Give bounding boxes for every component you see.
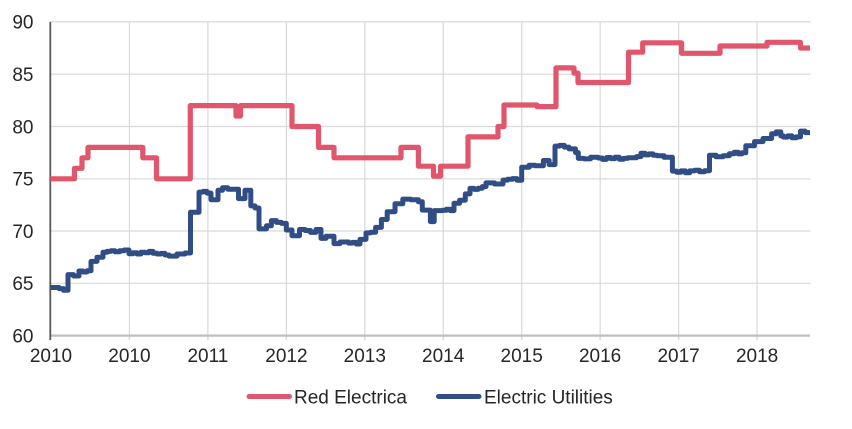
svg-text:2010: 2010 bbox=[108, 346, 150, 367]
svg-text:80: 80 bbox=[12, 117, 33, 138]
svg-text:60: 60 bbox=[12, 326, 33, 347]
svg-text:70: 70 bbox=[12, 222, 33, 243]
svg-text:2012: 2012 bbox=[265, 346, 307, 367]
svg-text:2015: 2015 bbox=[501, 346, 543, 367]
svg-text:90: 90 bbox=[12, 13, 33, 34]
svg-text:75: 75 bbox=[12, 170, 33, 191]
svg-text:Red Electrica: Red Electrica bbox=[294, 387, 407, 408]
svg-text:2011: 2011 bbox=[187, 346, 228, 367]
svg-text:2016: 2016 bbox=[579, 346, 621, 367]
svg-text:2010: 2010 bbox=[30, 346, 72, 367]
svg-text:2014: 2014 bbox=[422, 346, 465, 367]
svg-text:65: 65 bbox=[12, 274, 33, 295]
svg-text:Electric Utilities: Electric Utilities bbox=[484, 387, 613, 408]
svg-text:2013: 2013 bbox=[344, 346, 386, 367]
svg-text:2017: 2017 bbox=[657, 346, 699, 367]
svg-text:85: 85 bbox=[12, 65, 33, 86]
svg-text:2018: 2018 bbox=[736, 346, 778, 367]
